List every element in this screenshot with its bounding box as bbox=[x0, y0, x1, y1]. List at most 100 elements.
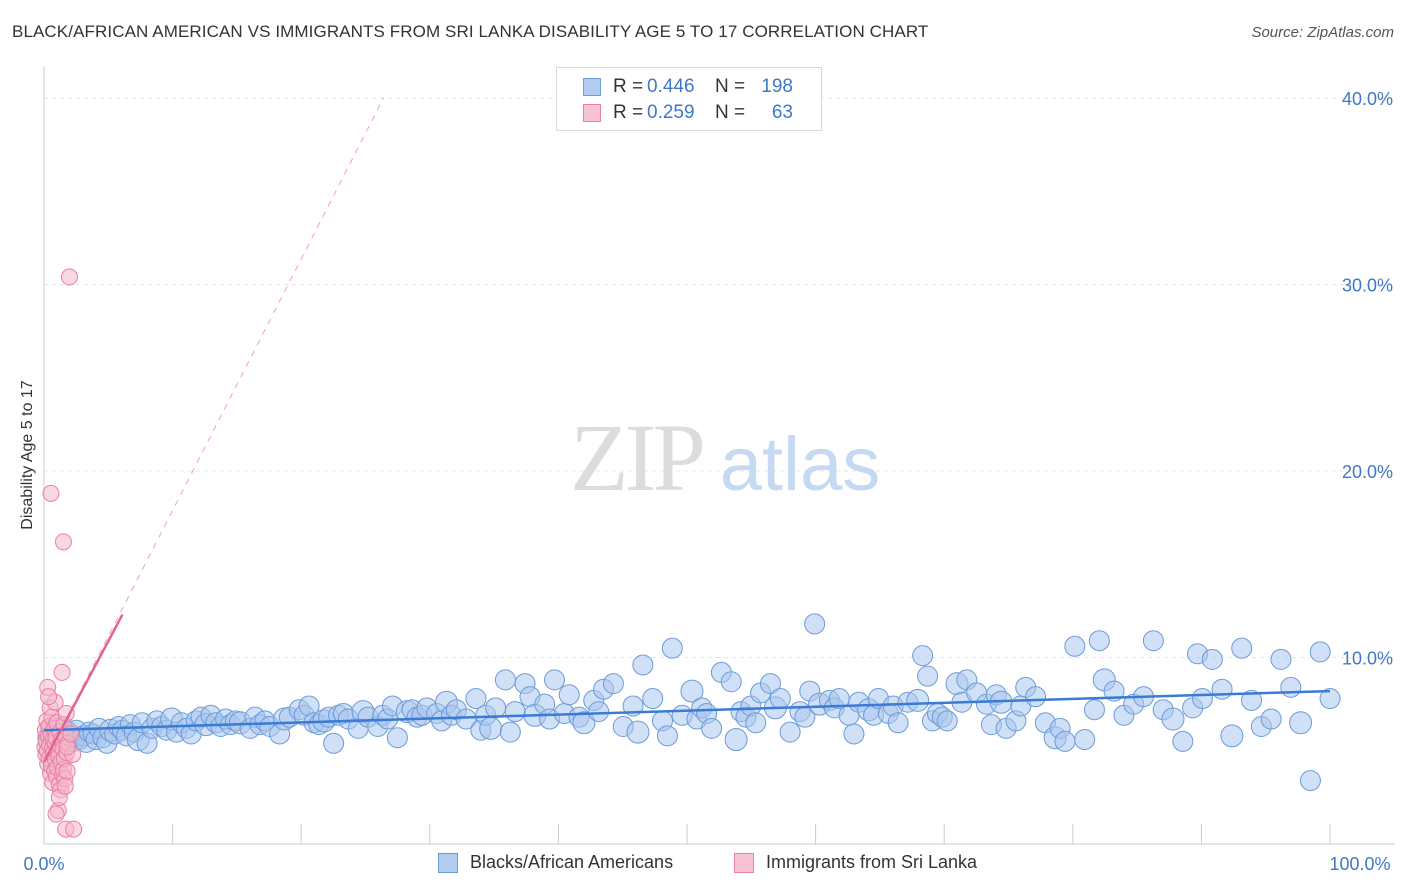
legend-swatch-pink bbox=[583, 104, 601, 122]
x-tick-label-min: 0.0% bbox=[23, 854, 64, 874]
data-point-blue bbox=[465, 688, 487, 710]
data-point-pink bbox=[60, 268, 78, 286]
trend-extension bbox=[43, 97, 384, 763]
data-point-blue bbox=[1201, 648, 1223, 670]
data-point-blue bbox=[588, 701, 610, 723]
legend-r-label: R = bbox=[613, 76, 644, 97]
data-point-blue bbox=[724, 728, 748, 752]
data-point-blue bbox=[1054, 730, 1076, 752]
legend-item-blacks: Blacks/African Americans bbox=[438, 852, 673, 873]
trend-lines bbox=[42, 614, 1331, 763]
data-point-blue bbox=[1088, 630, 1110, 652]
legend-r-value: 0.259 bbox=[647, 102, 695, 123]
data-point-pink bbox=[56, 777, 74, 795]
data-point-blue bbox=[632, 654, 654, 676]
data-point-blue bbox=[1103, 680, 1125, 702]
watermark-atlas: atlas bbox=[720, 422, 881, 507]
data-point-blue bbox=[769, 688, 791, 710]
data-point-blue bbox=[558, 684, 580, 706]
legend-swatch-blue bbox=[583, 78, 601, 96]
series-legend: Blacks/African Americans Immigrants from… bbox=[0, 852, 1406, 876]
data-point-blue bbox=[906, 688, 930, 712]
data-point-blue bbox=[912, 645, 934, 667]
data-point-blue bbox=[544, 669, 566, 691]
y-tick-label: 30.0% bbox=[1342, 275, 1393, 295]
legend-n-label: N = bbox=[715, 102, 746, 123]
data-point-blue bbox=[680, 679, 704, 703]
legend-r-value: 0.446 bbox=[647, 76, 695, 97]
data-point-blue bbox=[1299, 770, 1321, 792]
data-point-blue bbox=[1309, 641, 1331, 663]
legend-n-value: 198 bbox=[761, 76, 793, 97]
data-point-blue bbox=[1319, 688, 1341, 710]
legend-row-blue: R = 0.446 N = 198 bbox=[583, 75, 793, 99]
data-point-blue bbox=[479, 716, 503, 740]
x-tick-label-max: 100.0% bbox=[1329, 854, 1390, 874]
data-point-blue bbox=[572, 711, 596, 735]
legend-item-sri-lanka: Immigrants from Sri Lanka bbox=[734, 852, 977, 873]
y-tick-labels: 10.0% 20.0% 30.0% 40.0% bbox=[1342, 89, 1393, 669]
data-point-blue bbox=[1074, 729, 1096, 751]
data-point-pink bbox=[47, 805, 65, 823]
correlation-legend: R = 0.446 N = 198 R = 0.259 N = 63 bbox=[556, 67, 822, 131]
data-point-blue bbox=[936, 710, 958, 732]
x-tick-labels: 0.0% 100.0% bbox=[23, 854, 1390, 874]
grid-lines bbox=[44, 97, 1395, 658]
y-tick-label: 20.0% bbox=[1342, 462, 1393, 482]
data-point-blue bbox=[504, 701, 526, 723]
legend-n-value: 63 bbox=[771, 102, 793, 123]
data-point-blue bbox=[661, 637, 683, 659]
data-point-blue bbox=[323, 732, 345, 754]
data-point-blue bbox=[1025, 686, 1047, 708]
data-point-blue bbox=[843, 723, 865, 745]
data-point-blue bbox=[656, 725, 678, 747]
data-point-blue bbox=[1083, 699, 1105, 721]
data-point-blue bbox=[1241, 689, 1263, 711]
data-point-pink bbox=[65, 820, 83, 838]
legend-r-label: R = bbox=[613, 102, 644, 123]
data-point-blue bbox=[626, 720, 650, 744]
data-point-pink bbox=[42, 484, 60, 502]
y-tick-label: 40.0% bbox=[1342, 89, 1393, 109]
data-point-blue bbox=[499, 721, 521, 743]
data-point-pink bbox=[40, 688, 58, 706]
trend-line-pink-extended bbox=[43, 97, 384, 763]
data-point-blue bbox=[917, 665, 939, 687]
data-point-blue bbox=[1211, 678, 1233, 700]
data-point-blue bbox=[1280, 676, 1302, 698]
data-point-blue bbox=[1231, 637, 1253, 659]
series-blue-points bbox=[37, 613, 1341, 792]
legend-row-pink: R = 0.259 N = 63 bbox=[583, 101, 793, 125]
data-point-blue bbox=[745, 712, 767, 734]
data-point-blue bbox=[386, 727, 408, 749]
data-point-blue bbox=[804, 613, 826, 635]
trend-line-blue bbox=[43, 689, 1331, 732]
data-point-blue bbox=[1172, 730, 1194, 752]
chart-title: BLACK/AFRICAN AMERICAN VS IMMIGRANTS FRO… bbox=[12, 22, 929, 41]
trend-line-pink bbox=[42, 614, 124, 763]
watermark: ZIP atlas bbox=[570, 404, 880, 511]
data-point-blue bbox=[494, 669, 516, 691]
data-point-blue bbox=[1270, 648, 1292, 670]
legend-label-sri-lanka: Immigrants from Sri Lanka bbox=[766, 852, 978, 872]
data-point-blue bbox=[759, 673, 781, 695]
legend-swatch-blue bbox=[438, 852, 458, 873]
legend-swatch-pink bbox=[734, 852, 754, 873]
data-point-pink bbox=[58, 762, 76, 780]
data-point-blue bbox=[779, 721, 801, 743]
data-point-blue bbox=[602, 673, 624, 695]
data-point-blue bbox=[1191, 688, 1213, 710]
data-point-pink bbox=[54, 533, 72, 551]
data-point-blue bbox=[887, 712, 909, 734]
watermark-zip: ZIP bbox=[570, 404, 703, 511]
data-point-blue bbox=[1220, 724, 1244, 748]
data-point-blue bbox=[701, 717, 723, 739]
data-point-blue bbox=[1142, 630, 1164, 652]
data-point-blue bbox=[720, 671, 742, 693]
data-point-blue bbox=[642, 688, 664, 710]
data-point-blue bbox=[1064, 635, 1086, 657]
data-point-blue bbox=[1260, 708, 1282, 730]
source-label: Source: ZipAtlas.com bbox=[1251, 24, 1394, 41]
data-point-blue bbox=[1161, 707, 1185, 731]
